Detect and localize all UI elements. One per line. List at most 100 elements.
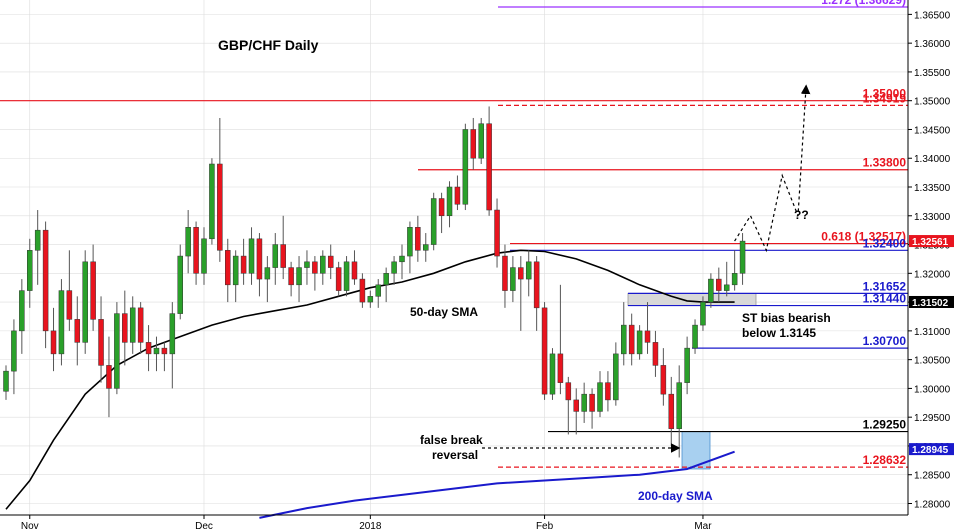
candle-body — [668, 393, 675, 429]
level-label: 1.30700 — [863, 334, 907, 348]
candle-body — [692, 324, 698, 349]
candle-body — [399, 255, 405, 263]
candle-body — [375, 284, 381, 297]
candle-body — [739, 240, 746, 274]
candle-body — [90, 261, 96, 320]
candle-body — [3, 370, 9, 392]
candle-body — [557, 353, 564, 383]
candle-body — [391, 261, 397, 274]
candle-body — [644, 330, 651, 343]
candle-body — [708, 278, 714, 303]
candle-body — [478, 123, 484, 159]
x-tick-label: 2018 — [359, 521, 382, 532]
candle-body — [129, 307, 136, 343]
candle-body — [621, 324, 627, 355]
candle-body — [137, 307, 144, 343]
level-label: 1.272 (1.36629) — [821, 0, 906, 7]
candle-body — [723, 284, 730, 291]
price-tag — [909, 235, 954, 248]
st-bias-line2: below 1.3145 — [742, 326, 816, 340]
y-tick-label: 1.32000 — [914, 269, 951, 280]
st-bias-line1: ST bias bearish — [742, 311, 831, 325]
candle-body — [541, 307, 548, 395]
y-tick-label: 1.31000 — [914, 327, 951, 338]
level-label: 1.35000 — [863, 87, 907, 101]
candle-body — [486, 123, 492, 211]
candle-body — [58, 290, 65, 355]
candle-body — [19, 290, 25, 332]
candle-body — [122, 313, 128, 343]
candle-body — [272, 244, 279, 268]
candle-body — [98, 319, 104, 366]
candle-body — [716, 278, 722, 291]
y-tick-label: 1.29500 — [914, 413, 951, 424]
candle-body — [676, 382, 682, 429]
candle-body — [296, 267, 302, 286]
candle-body — [700, 301, 706, 326]
projection-path — [482, 84, 811, 453]
candle-body — [114, 313, 120, 389]
candle-body — [533, 261, 540, 309]
y-tick-label: 1.36500 — [914, 10, 951, 21]
y-tick-label: 1.36000 — [914, 39, 951, 50]
candle-body — [446, 186, 453, 217]
candle-body — [145, 342, 152, 355]
y-tick-label: 1.34000 — [914, 154, 951, 165]
x-tick-label: Nov — [21, 521, 39, 532]
y-tick-label: 1.30500 — [914, 356, 951, 367]
candle-body — [731, 273, 738, 286]
candle-body — [343, 261, 350, 291]
candle-body — [201, 238, 207, 274]
x-tick-label: Dec — [195, 521, 213, 532]
candle-body — [225, 250, 231, 286]
candle-body — [470, 129, 477, 159]
candle-body — [684, 347, 690, 383]
candle-body — [153, 347, 160, 355]
level-label: 1.32400 — [863, 236, 907, 250]
level-label: 1.28632 — [863, 453, 907, 467]
candle-body — [502, 255, 508, 291]
candle-body — [106, 365, 112, 389]
x-axis: Nov Dec 2018 Feb Mar — [0, 514, 908, 532]
candle-body — [27, 250, 33, 291]
candle-body — [494, 209, 500, 257]
y-tick-label: 1.33500 — [914, 183, 951, 194]
false-break-line2: reversal — [432, 448, 478, 462]
chart-title: GBP/CHF Daily — [218, 37, 319, 53]
candle-body — [430, 198, 437, 245]
candle-body — [209, 163, 215, 240]
candle-body — [280, 244, 286, 268]
candle-body — [82, 261, 88, 343]
price-tag — [909, 295, 954, 308]
candle-body — [169, 313, 176, 355]
y-tick-label: 1.30000 — [914, 384, 951, 395]
candle-body — [66, 290, 73, 320]
candle-body — [636, 330, 643, 355]
level-label: 1.31440 — [863, 292, 907, 306]
price-tag-label: 1.28945 — [912, 445, 949, 456]
candle-body — [335, 267, 342, 291]
candle-body — [605, 382, 611, 401]
candle-body — [177, 255, 183, 314]
candle-body — [193, 227, 199, 274]
annotations: GBP/CHF Daily 50-day SMA 200-day SMA ST … — [218, 37, 831, 503]
candle-body — [597, 382, 603, 412]
candle-body — [518, 267, 524, 280]
candle-body — [549, 353, 556, 395]
candle-body — [74, 319, 81, 343]
candle-body — [264, 267, 271, 280]
y-tick-label: 1.35500 — [914, 68, 951, 79]
sma200-line — [259, 450, 735, 519]
y-tick-label: 1.33000 — [914, 212, 951, 223]
y-tick-label: 1.34500 — [914, 125, 951, 136]
candle-body — [359, 278, 366, 303]
candle-body — [415, 227, 421, 251]
candle-body — [256, 238, 263, 280]
projection-line — [734, 84, 811, 253]
candle-body — [232, 255, 239, 286]
candle-body — [628, 324, 635, 355]
candle-body — [185, 227, 191, 257]
level-label: 1.33800 — [863, 156, 907, 170]
